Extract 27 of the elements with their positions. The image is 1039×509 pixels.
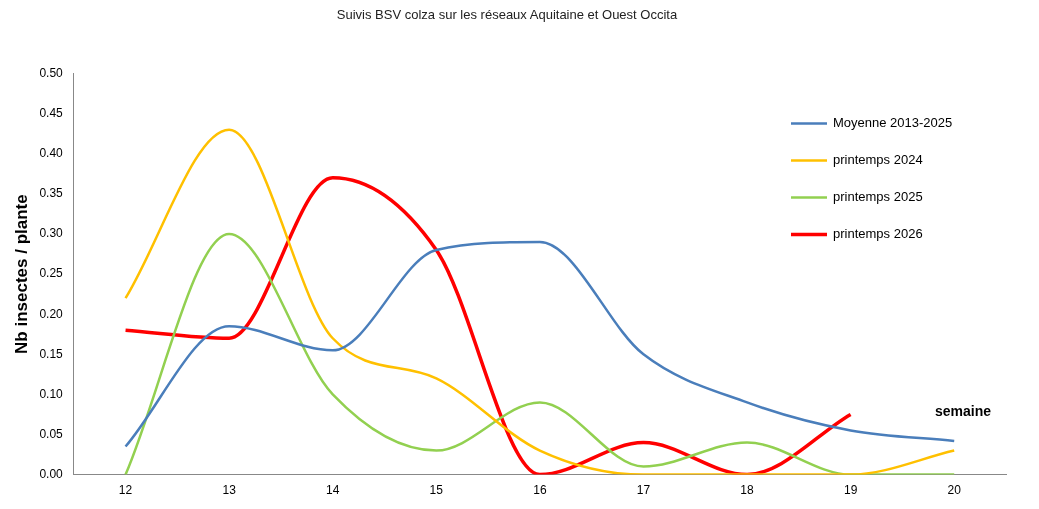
y-tick-label: 0.00: [39, 466, 64, 481]
y-tick-label: 0.25: [39, 266, 64, 281]
x-tick-label: 20: [947, 483, 962, 498]
legend-label: printemps 2025: [833, 189, 923, 205]
x-axis-title: semaine: [934, 403, 992, 420]
legend-label: Moyenne 2013-2025: [833, 115, 953, 131]
y-tick-label: 0.20: [39, 306, 64, 321]
y-tick-label: 0.40: [39, 146, 64, 161]
y-tick-label: 0.15: [39, 346, 64, 361]
x-tick-label: 19: [843, 483, 858, 498]
y-axis-title: Nb insectes / plante: [11, 194, 31, 354]
x-tick-label: 18: [740, 483, 755, 498]
legend-label: printemps 2026: [833, 226, 923, 242]
y-tick-label: 0.10: [39, 386, 64, 401]
x-tick-label: 12: [118, 483, 133, 498]
y-tick-label: 0.50: [39, 65, 64, 80]
y-tick-label: 0.35: [39, 186, 64, 201]
x-tick-label: 14: [326, 483, 340, 498]
x-tick-label: 16: [533, 483, 547, 498]
x-tick-label: 15: [429, 483, 444, 498]
chart-title: Suivis BSV colza sur les réseaux Aquitaine et Ouest Occita: [336, 7, 678, 23]
x-tick-label: 17: [636, 483, 651, 498]
y-tick-label: 0.05: [39, 426, 64, 441]
legend-label: printemps 2024: [833, 152, 923, 168]
x-tick-label: 13: [222, 483, 237, 498]
y-tick-label: 0.45: [39, 106, 64, 121]
y-tick-label: 0.30: [39, 226, 64, 241]
